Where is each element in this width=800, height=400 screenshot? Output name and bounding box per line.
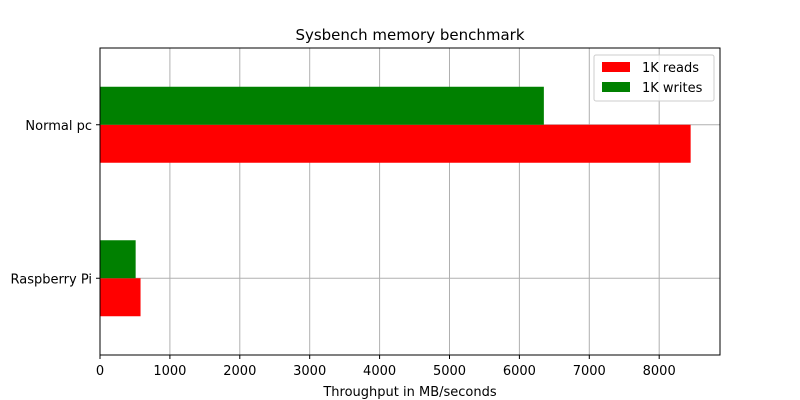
x-axis-label: Throughput in MB/seconds: [322, 385, 497, 400]
bar: [100, 278, 141, 317]
x-tick-label: 5000: [433, 364, 466, 379]
x-tick-label: 1000: [153, 364, 186, 379]
y-tick-label: Normal pc: [25, 119, 92, 134]
x-tick-label: 2000: [223, 364, 256, 379]
x-axis: 0 1000 2000 3000 4000 5000 6000 7000 8000: [96, 355, 676, 379]
plot-frame: [99, 47, 721, 356]
x-tick-label: 6000: [503, 364, 536, 379]
legend-label: 1K reads: [642, 61, 699, 76]
bar: [100, 86, 544, 125]
chart-title: Sysbench memory benchmark: [295, 26, 524, 44]
x-tick-label: 3000: [293, 364, 326, 379]
x-tick-label: 4000: [363, 364, 396, 379]
x-tick-label: 8000: [643, 364, 676, 379]
x-tick-label: 0: [96, 364, 104, 379]
legend-label: 1K writes: [642, 81, 703, 96]
x-tick-label: 7000: [573, 364, 606, 379]
legend-swatch: [602, 82, 630, 92]
y-tick-label: Raspberry Pi: [11, 272, 92, 287]
y-axis: Raspberry Pi Normal pc: [11, 119, 100, 287]
bar: [100, 124, 691, 163]
legend: 1K reads 1K writes: [593, 54, 715, 102]
bar: [100, 240, 136, 279]
bars: [100, 86, 691, 317]
legend-swatch: [602, 62, 630, 72]
